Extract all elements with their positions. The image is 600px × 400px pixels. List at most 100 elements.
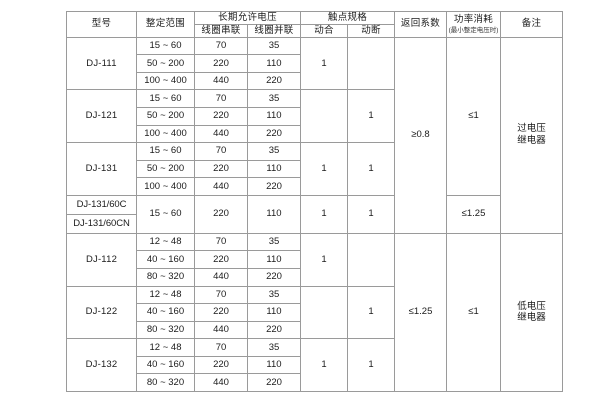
cell-coil-parallel: 220	[247, 373, 301, 392]
cell-return-coefficient: ≥0.8	[394, 36, 448, 234]
cell-model: DJ-112	[66, 232, 137, 287]
cell-coil-series: 70	[194, 285, 248, 305]
cell-contact-no	[300, 285, 348, 340]
cell-contact-no: 1	[300, 338, 348, 392]
cell-coil-parallel: 110	[247, 194, 301, 234]
remark-line-2: 继电器	[517, 135, 546, 147]
remark-line-1: 低电压	[517, 300, 546, 312]
header-setting-range: 整定范围	[136, 11, 195, 38]
cell-setting-range: 40 ~ 160	[136, 355, 195, 375]
cell-power-consumption: ≤1	[446, 232, 502, 393]
cell-coil-parallel: 35	[247, 142, 301, 161]
cell-setting-range: 15 ~ 60	[136, 36, 195, 56]
cell-setting-range: 50 ~ 200	[136, 159, 195, 179]
header-row-top: 型号 整定范围 长期允许电压 触点规格 返回系数 功率消耗 (最小整定电压时) …	[66, 11, 564, 38]
header-remark: 备注	[500, 11, 564, 38]
header-power-consumption: 功率消耗 (最小整定电压时)	[446, 11, 502, 38]
cell-coil-parallel: 220	[247, 177, 301, 196]
cell-contact-nc: 1	[346, 285, 396, 340]
cell-setting-range: 80 ~ 320	[136, 320, 195, 340]
header-coil-series: 线圈串联	[194, 23, 248, 38]
cell-setting-range: 50 ~ 200	[136, 54, 195, 73]
cell-contact-nc: 1	[346, 142, 396, 196]
cell-setting-range: 15 ~ 60	[136, 142, 195, 161]
cell-return-coefficient: ≤1.25	[394, 232, 448, 393]
table-row: DJ-122 12 ~ 48 70 35 1	[66, 285, 563, 340]
cell-coil-series: 70	[194, 232, 248, 252]
header-return-coefficient: 返回系数	[394, 11, 448, 38]
cell-setting-range: 80 ~ 320	[136, 267, 195, 287]
cell-coil-parallel: 35	[247, 36, 301, 56]
relay-spec-table-container: 型号 整定范围 长期允许电压 触点规格 返回系数 功率消耗 (最小整定电压时) …	[66, 11, 564, 393]
table-row: DJ-131 15 ~ 60 70 35 1 1	[66, 142, 563, 196]
cell-coil-series: 220	[194, 355, 248, 375]
cell-coil-parallel: 35	[247, 232, 301, 252]
table-row: DJ-131/60C 15 ~ 60 220 110 1 1 ≤1.25	[66, 194, 563, 234]
cell-coil-series: 440	[194, 320, 248, 340]
remark-line-2: 继电器	[517, 312, 546, 324]
cell-coil-series: 70	[194, 36, 248, 56]
cell-coil-series: 70	[194, 338, 248, 357]
cell-coil-parallel: 35	[247, 285, 301, 305]
cell-contact-nc	[346, 232, 396, 287]
table-row: DJ-112 12 ~ 48 70 35 1 ≤1.25 ≤1 低电压 继电器	[66, 232, 564, 393]
cell-coil-parallel: 220	[247, 124, 301, 144]
relay-spec-table: 型号 整定范围 长期允许电压 触点规格 返回系数 功率消耗 (最小整定电压时) …	[66, 11, 564, 393]
cell-coil-series: 220	[194, 54, 248, 73]
remark-line-1: 过电压	[517, 123, 546, 135]
cell-coil-series: 70	[194, 142, 248, 161]
table-row: DJ-131/60CN	[66, 213, 563, 234]
header-contact-nc: 动断	[346, 23, 396, 38]
cell-coil-series: 440	[194, 71, 248, 91]
cell-setting-range: 15 ~ 60	[136, 194, 195, 234]
header-power-consumption-label: 功率消耗	[453, 13, 494, 25]
cell-coil-parallel: 110	[247, 355, 301, 375]
table-row: 40 ~ 160 220 110	[67, 355, 563, 375]
header-power-consumption-note: (最小整定电压时)	[448, 26, 499, 34]
cell-coil-series: 220	[194, 250, 248, 269]
cell-setting-range: 12 ~ 48	[136, 285, 195, 305]
cell-contact-nc	[346, 36, 396, 91]
cell-coil-parallel: 110	[247, 54, 301, 73]
cell-setting-range: 100 ~ 400	[136, 177, 195, 196]
cell-setting-range: 40 ~ 160	[136, 303, 195, 322]
header-coil-parallel: 线圈并联	[247, 23, 301, 38]
cell-setting-range: 12 ~ 48	[136, 338, 195, 357]
cell-contact-nc: 1	[346, 89, 396, 144]
cell-coil-parallel: 220	[247, 320, 301, 340]
cell-remark: 低电压 继电器	[500, 232, 564, 393]
cell-model: DJ-131	[66, 142, 137, 196]
table-row: 80 ~ 320 440 220	[67, 373, 563, 392]
cell-coil-series: 70	[194, 89, 248, 108]
table-row: 50 ~ 200 220 110	[67, 159, 563, 179]
header-contact-spec: 触点规格	[299, 11, 396, 25]
table-row: 40 ~ 160 220 110	[67, 250, 563, 269]
cell-coil-parallel: 110	[247, 250, 301, 269]
cell-coil-series: 440	[194, 177, 248, 196]
cell-coil-series: 220	[194, 107, 248, 126]
cell-contact-no: 1	[300, 232, 348, 287]
cell-coil-parallel: 110	[247, 107, 301, 126]
cell-model: DJ-121	[66, 89, 137, 144]
cell-coil-parallel: 110	[247, 303, 301, 322]
cell-coil-series: 220	[194, 159, 248, 179]
cell-coil-parallel: 220	[247, 267, 301, 287]
cell-contact-no: 1	[300, 194, 348, 234]
cell-setting-range: 40 ~ 160	[136, 250, 195, 269]
cell-coil-series: 440	[194, 124, 248, 144]
table-header: 型号 整定范围 长期允许电压 触点规格 返回系数 功率消耗 (最小整定电压时) …	[66, 11, 564, 38]
cell-setting-range: 80 ~ 320	[136, 373, 195, 392]
cell-contact-nc: 1	[346, 194, 396, 234]
cell-coil-series: 440	[194, 373, 248, 392]
header-row-sub: 线圈串联 线圈并联 动合 动断	[67, 23, 563, 38]
cell-coil-series: 440	[194, 267, 248, 287]
header-model: 型号	[66, 11, 137, 38]
cell-contact-no	[300, 89, 348, 144]
cell-coil-parallel: 110	[247, 159, 301, 179]
table-row: 100 ~ 400 440 220	[67, 71, 563, 91]
cell-power-consumption: ≤1.25	[446, 194, 502, 234]
cell-coil-parallel: 35	[247, 89, 301, 108]
cell-model: DJ-111	[66, 36, 137, 91]
cell-model-alt: DJ-131/60CN	[66, 213, 137, 234]
cell-remark: 过电压 继电器	[500, 36, 564, 234]
